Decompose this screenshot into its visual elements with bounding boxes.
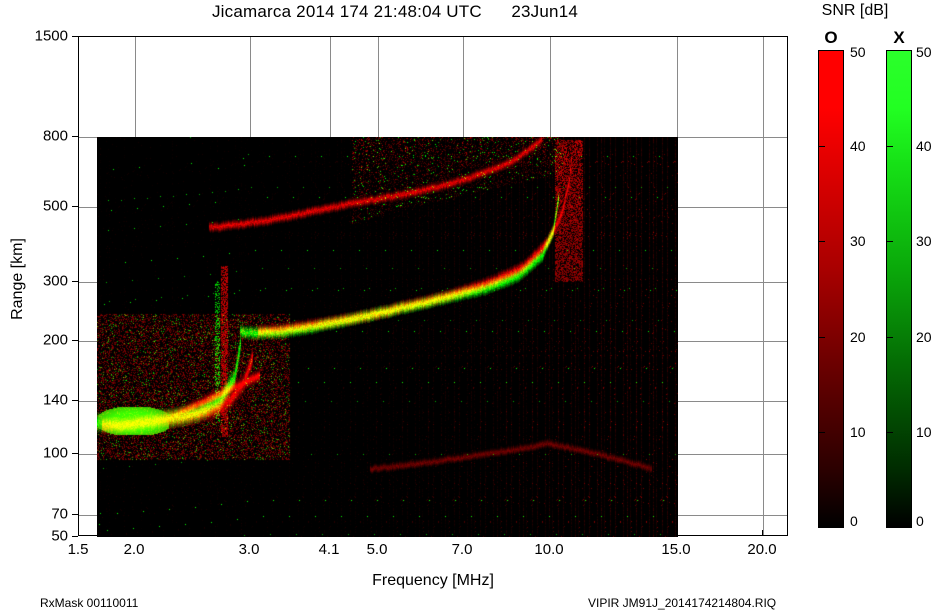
colorbar-o-tick-30: 30 [850, 233, 866, 249]
xtick-label-1: 2.0 [123, 541, 145, 558]
footer-filename: VIPIR JM91J_2014174214804.RIQ [588, 596, 777, 610]
xtick-label-3: 4.1 [318, 541, 340, 558]
ytick-label-3: 300 [42, 272, 68, 290]
colorbar-x-tick-50: 50 [916, 44, 932, 60]
xtick-label-5: 7.0 [451, 541, 473, 558]
ytick-label-1: 800 [42, 127, 68, 145]
colorbar-x-tick-40: 40 [916, 138, 932, 154]
colorbar-x-dash-30 [886, 241, 893, 242]
tickmark-x-7.0 [462, 530, 463, 536]
tickmark-y-50 [72, 536, 78, 537]
ionogram-raster [97, 137, 678, 537]
tickmark-x-4.1 [329, 530, 330, 536]
colorbar-x-tick-30: 30 [916, 233, 932, 249]
tickmark-x-1.5 [78, 530, 79, 536]
colorbar-x-dash-20 [886, 337, 893, 338]
tickmark-y-500 [72, 206, 78, 207]
ytick-label-8: 50 [51, 527, 68, 545]
colorbar-o-tick-40: 40 [850, 138, 866, 154]
xtick-label-2: 3.0 [238, 541, 260, 558]
tickmark-x-15.0 [676, 530, 677, 536]
x-axis-label: Frequency [MHz] [372, 572, 494, 589]
ytick-label-7: 70 [51, 505, 68, 523]
colorbar-x-tick-20: 20 [916, 329, 932, 345]
xtick-label-7: 15.0 [661, 541, 691, 558]
colorbar-x-header: X [893, 28, 905, 47]
ionogram-plot [78, 36, 788, 537]
colorbar-x-dash-40 [886, 146, 893, 147]
xtick-label-0: 1.5 [67, 541, 89, 558]
tickmark-x-2.0 [134, 530, 135, 536]
ytick-label-6: 100 [42, 444, 68, 462]
ytick-label-5: 140 [42, 391, 68, 409]
page-title: Jicamarca 2014 174 21:48:04 UTC 23Jun14 [211, 2, 579, 21]
ytick-label-2: 500 [42, 197, 68, 215]
colorbar-o-dash-40 [818, 146, 825, 147]
colorbar-o-gradient [818, 50, 844, 528]
xtick-label-4: 5.0 [366, 541, 388, 558]
colorbar-o-tick-0: 0 [850, 513, 858, 529]
tickmark-y-300 [72, 281, 78, 282]
colorbar-o-dash-20 [818, 337, 825, 338]
colorbar-x-dash-10 [886, 432, 893, 433]
xtick-label-6: 10.0 [534, 541, 564, 558]
tickmark-x-10.0 [549, 530, 550, 536]
gridline-x-20.0 [763, 37, 764, 535]
tickmark-y-1500 [72, 36, 78, 37]
tickmark-y-800 [72, 136, 78, 137]
colorbar-x-tick-10: 10 [916, 424, 932, 440]
colorbar-o-header: O [824, 28, 838, 47]
colorbar-title: SNR [dB] [821, 2, 889, 19]
tickmark-x-5.0 [377, 530, 378, 536]
tickmark-y-140 [72, 400, 78, 401]
colorbar-x-gradient [886, 50, 912, 528]
ytick-label-4: 200 [42, 331, 68, 349]
colorbar-o-tick-20: 20 [850, 329, 866, 345]
tickmark-x-3.0 [249, 530, 250, 536]
tickmark-y-200 [72, 340, 78, 341]
colorbar-o-dash-10 [818, 432, 825, 433]
ytick-label-0: 1500 [34, 27, 68, 45]
y-axis-label: Range [km] [9, 238, 26, 320]
footer-rxmask: RxMask 00110011 [40, 596, 139, 610]
colorbar-o-dash-30 [818, 241, 825, 242]
xtick-label-8: 20.0 [747, 541, 777, 558]
tickmark-y-100 [72, 453, 78, 454]
colorbar-o-tick-50: 50 [850, 44, 866, 60]
colorbar-o-tick-10: 10 [850, 424, 866, 440]
tickmark-x-20.0 [762, 530, 763, 536]
colorbar-x-tick-0: 0 [916, 513, 924, 529]
tickmark-y-70 [72, 514, 78, 515]
